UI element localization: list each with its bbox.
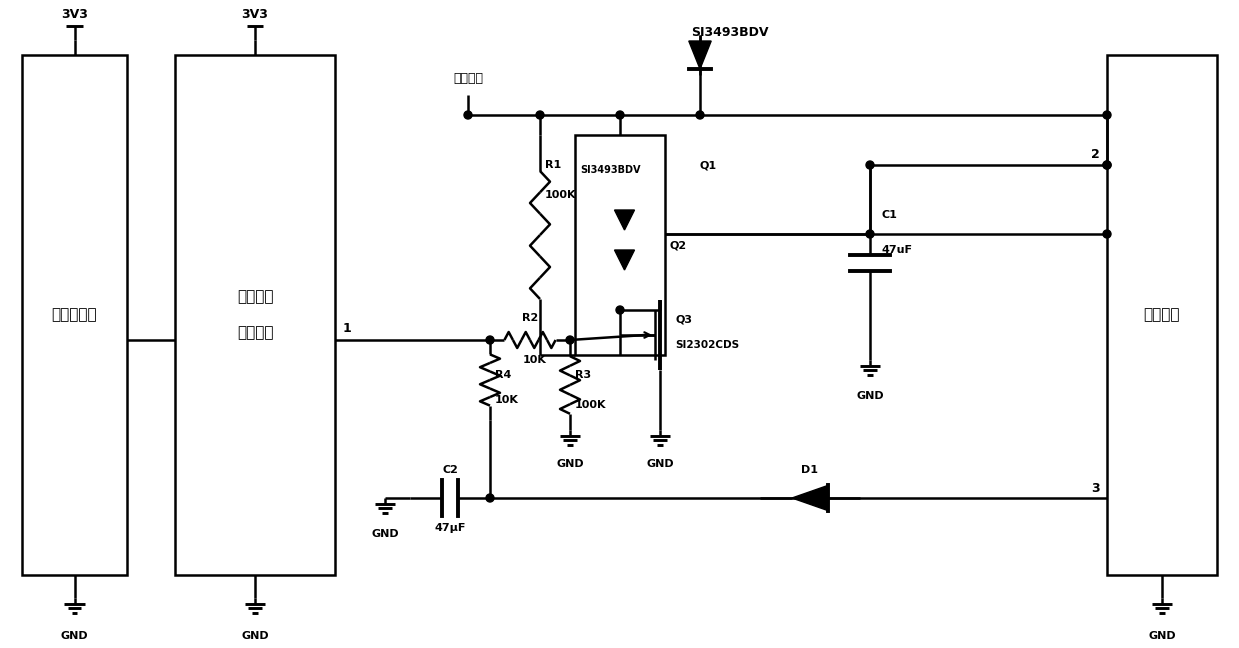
Text: SI2302CDS: SI2302CDS [675,340,740,350]
Text: 气压计单元: 气压计单元 [52,308,98,323]
Text: R1: R1 [545,160,561,170]
Text: GND: GND [61,631,88,641]
Text: C2: C2 [442,465,458,475]
Text: C1: C1 [882,210,898,220]
Circle shape [866,230,873,238]
Circle shape [536,111,544,119]
Circle shape [696,111,704,119]
Circle shape [486,494,494,502]
Circle shape [463,111,472,119]
Text: 控制单元: 控制单元 [237,325,274,340]
Circle shape [1103,111,1111,119]
Text: SI3493BDV: SI3493BDV [580,165,641,175]
Bar [22,55,128,575]
Text: R2: R2 [522,313,538,323]
Bar [575,135,665,355]
Bar [175,55,335,575]
Text: GND: GND [372,529,399,539]
Polygon shape [615,250,634,270]
Circle shape [486,336,494,344]
Text: D1: D1 [802,465,819,475]
Circle shape [616,306,624,314]
Text: 3V3: 3V3 [61,8,88,21]
Text: 1: 1 [343,321,352,334]
Text: 数据处理: 数据处理 [237,290,274,305]
Text: 100K: 100K [545,190,576,200]
Text: 3V3: 3V3 [242,8,269,21]
Polygon shape [792,485,828,511]
Text: 10K: 10K [496,395,519,405]
Text: Q2: Q2 [670,240,688,250]
Text: R4: R4 [496,370,512,380]
Text: Q1: Q1 [700,160,717,170]
Text: GND: GND [556,459,584,469]
Circle shape [866,161,873,169]
Text: 2: 2 [1090,148,1099,161]
Text: GND: GND [856,391,883,401]
Text: SI3493BDV: SI3493BDV [691,25,768,38]
Circle shape [566,336,574,344]
Text: 10K: 10K [523,355,546,365]
Text: 47uF: 47uF [882,245,913,255]
Text: 电源模块: 电源模块 [1144,308,1181,323]
Text: 47μF: 47μF [435,523,466,533]
Polygon shape [615,210,634,230]
Text: GND: GND [647,459,674,469]
Circle shape [1103,161,1111,169]
Polygon shape [689,41,711,69]
Text: R3: R3 [575,370,591,380]
Circle shape [616,111,624,119]
Circle shape [1103,161,1111,169]
Text: Q3: Q3 [675,315,693,325]
Text: GND: GND [242,631,269,641]
Text: 100K: 100K [575,400,607,410]
Bar [1106,55,1217,575]
Text: 母线电压: 母线电压 [453,71,483,84]
Circle shape [1103,230,1111,238]
Text: GND: GND [1149,631,1176,641]
Text: 3: 3 [1090,481,1099,494]
